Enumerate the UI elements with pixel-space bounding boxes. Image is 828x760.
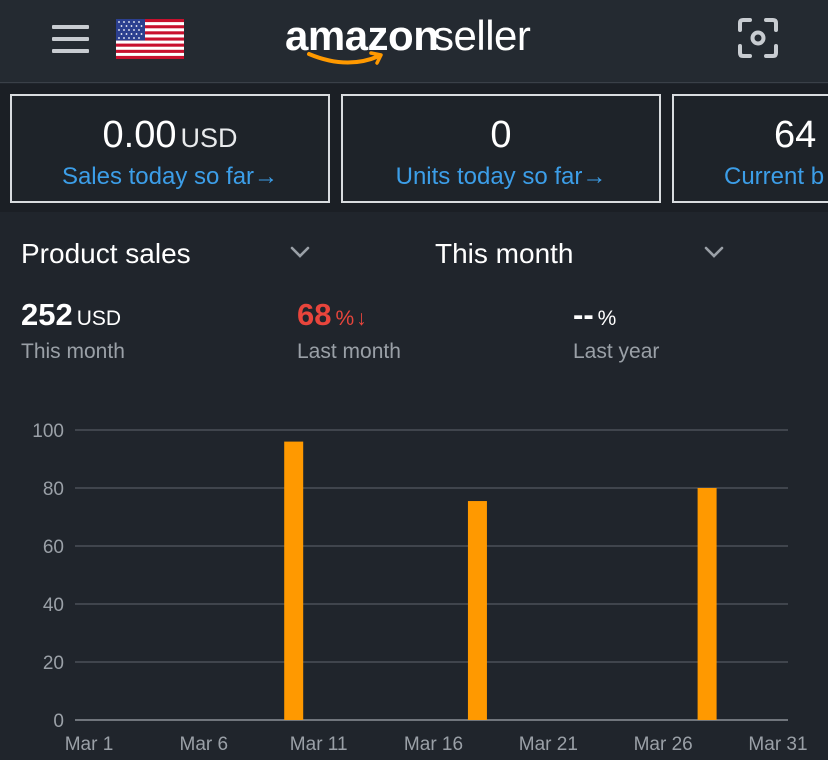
metric-dropdown[interactable]: Product sales [21,232,321,276]
summary-cards: 0.00 USD Sales today so far→ 0 Units toda… [0,84,828,212]
x-tick-label: Mar 21 [519,734,578,755]
metric-last-month: 68 %↓ Last month [297,296,401,366]
current-balance-card[interactable]: 64 Current b [672,94,828,203]
sales-today-unit: USD [180,123,238,153]
units-today-card[interactable]: 0 Units today so far→ [341,94,661,203]
y-tick-label: 60 [43,537,64,558]
last-year-label: Last year [573,340,660,363]
x-tick-label: Mar 1 [65,734,114,755]
x-tick-label: Mar 26 [634,734,693,755]
x-tick-label: Mar 16 [404,734,463,755]
last-month-unit: % [335,307,355,330]
x-tick-label: Mar 6 [180,734,229,755]
bar [284,441,304,720]
us-flag-icon[interactable] [116,19,184,59]
y-tick-label: 0 [53,711,64,732]
camera-scan-icon[interactable] [737,17,779,59]
app-header: amazon seller [0,0,828,83]
last-month-value: 68 [297,297,332,332]
chevron-down-icon [704,246,724,258]
metric-this-month: 252 USD This month [21,296,125,366]
units-today-link[interactable]: Units today so far→ [395,163,607,190]
amazon-smile-icon [307,51,383,65]
last-month-label: Last month [297,340,401,363]
bar [697,488,717,720]
y-tick-label: 40 [43,595,64,616]
period-dropdown-label: This month [435,238,574,269]
y-tick-label: 20 [43,653,64,674]
metric-last-year: --% Last year [573,296,659,366]
logo-word-seller: seller [433,12,531,59]
period-dropdown[interactable]: This month [435,232,735,276]
arrow-right-icon: → [582,163,607,190]
this-month-value: 252 [21,297,73,332]
product-sales-chart: 0 20 40 60 80 100 Mar 1 Mar 6 Mar 11 Mar 16 Mar 21… [32,421,807,755]
sales-today-card[interactable]: 0.00 USD Sales today so far→ [10,94,330,203]
sales-today-value: 0.00 USD [102,114,238,156]
hamburger-menu-icon[interactable] [52,25,89,53]
last-year-unit: % [597,307,617,330]
units-today-value: 0 [490,114,512,156]
y-tick-label: 80 [43,479,64,500]
bar [467,501,487,720]
metric-dropdown-label: Product sales [21,238,191,269]
last-year-value: -- [573,297,594,332]
y-tick-label: 100 [32,421,64,442]
arrow-right-icon: → [254,163,279,190]
x-tick-label: Mar 11 [290,734,348,755]
this-month-label: This month [21,340,125,363]
this-month-unit: USD [76,307,122,330]
sales-today-link[interactable]: Sales today so far→ [61,163,279,190]
current-balance-link[interactable]: Current b [724,163,825,190]
amazon-seller-logo: amazon seller [285,10,545,70]
current-balance-value: 64 [774,114,817,156]
x-tick-label: Mar 31 [748,734,807,755]
logo-word-amazon: amazon [285,12,439,59]
arrow-down-icon: ↓ [356,307,367,330]
chevron-down-icon [290,246,310,258]
